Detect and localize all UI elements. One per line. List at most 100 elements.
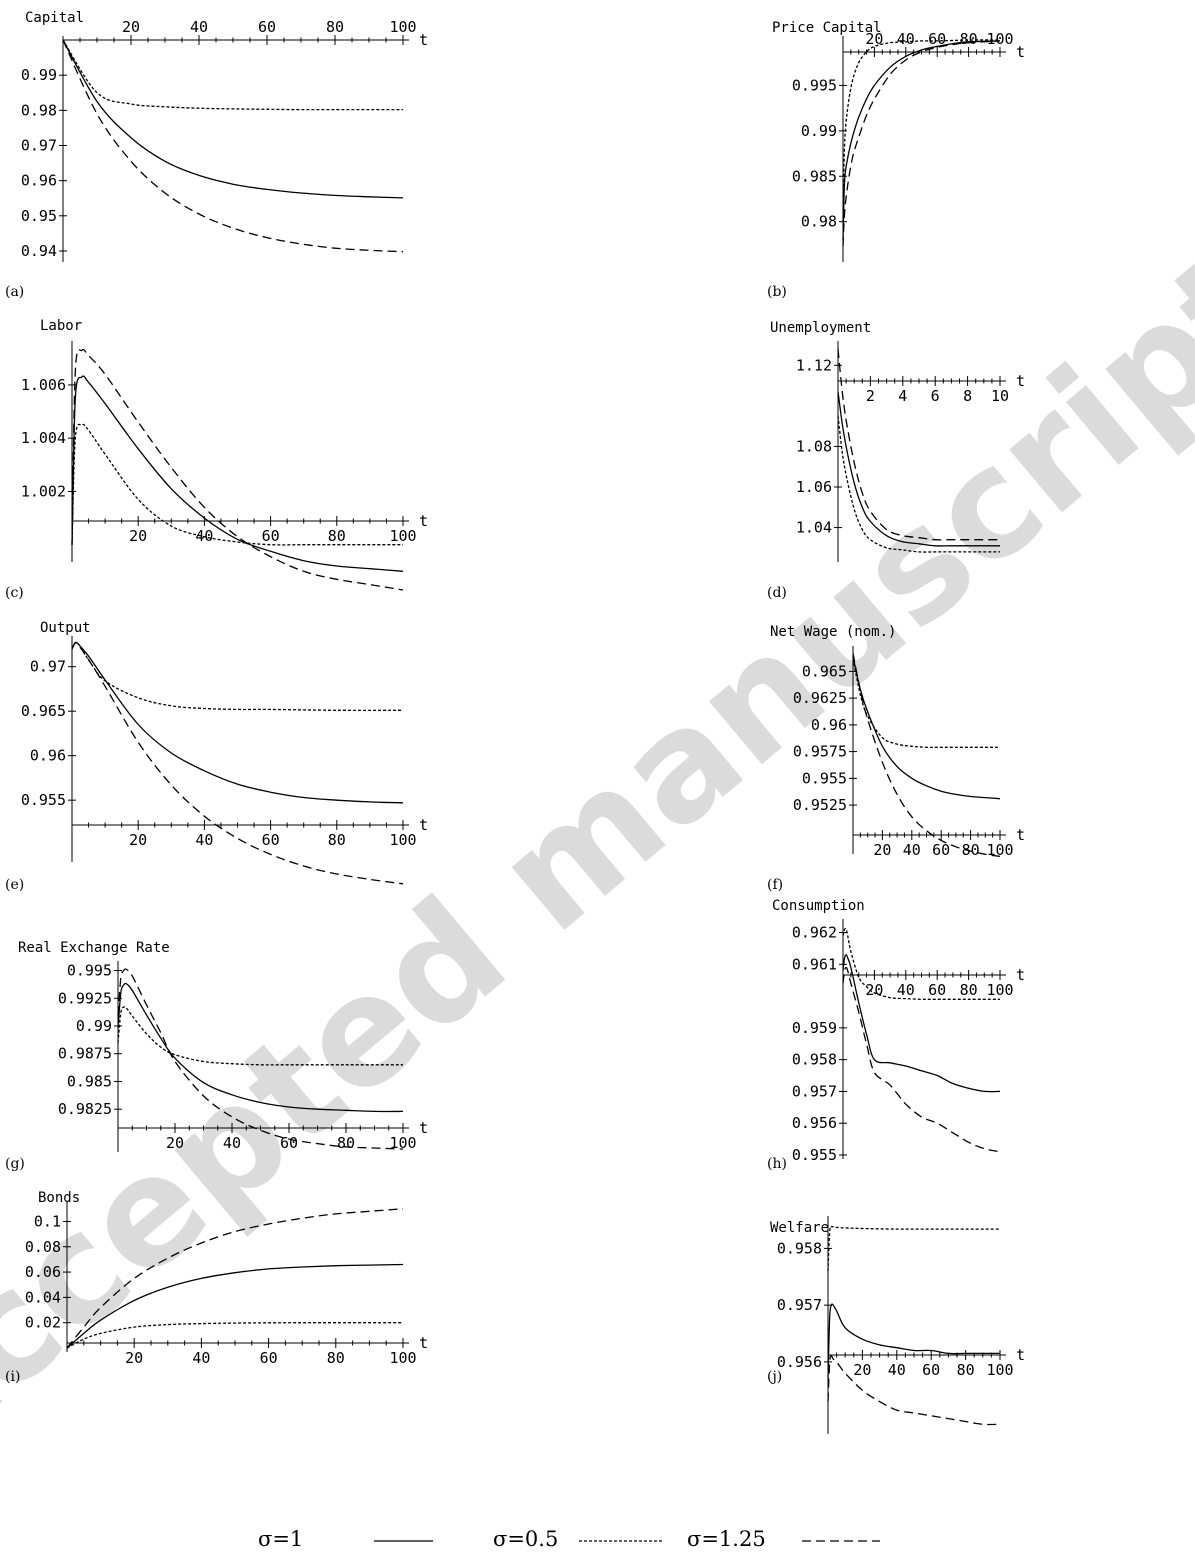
panel-f-letter: (f) [767,877,783,893]
panel-j-series-solid [827,1303,1000,1379]
panel-d: Unemployment (d) 2 4 6 8 10 t 1.12 1.08 1.06 1.04 [767,320,1025,601]
panel-e-y-tick-label: 0.955 [21,791,66,809]
panel-g-y-tick-label: 0.9875 [58,1045,112,1063]
panel-d-x-tick-label: 6 [931,387,940,405]
panel-d-series-dashed [837,349,1000,541]
panel-a-series-solid [62,39,404,199]
panel-g-title: Real Exchange Rate [18,940,170,956]
panel-h-y-tick-label: 0.961 [792,955,837,973]
panel-e-series-solid [71,641,404,804]
panel-b-x-tick-label: 40 [897,30,915,48]
panel-a-x-tick-label: 100 [389,18,416,36]
panel-c-letter: (c) [5,585,24,601]
panel-b-x-tick-label: 100 [986,30,1013,48]
panel-b-y-tick-label: 0.985 [792,167,837,185]
panel-d-y-tick-label: 1.04 [796,519,832,537]
panel-f-x-tick-label: 100 [986,841,1013,859]
panel-d-series-dotted [837,415,1000,553]
panel-h-title: Consumption [772,898,865,914]
panel-b-y-tick-label: 0.99 [801,122,837,140]
panel-f-x-tick-label: 20 [873,841,891,859]
panel-b-series-dotted [842,39,1001,222]
legend-label-dotted: σ=0.5 [493,1527,558,1551]
panel-i-title: Bonds [38,1190,80,1206]
panel-c-y-tick-label: 1.002 [21,482,66,500]
panel-d-x-tick-label: 10 [991,387,1009,405]
panel-j-x-tick-label: 20 [853,1361,871,1379]
panel-i-x-tick-label: 60 [260,1349,278,1367]
panel-g-letter: (g) [5,1156,25,1172]
panel-e-y-tick-label: 0.97 [30,658,66,676]
panel-i-x-tick-label: 20 [125,1349,143,1367]
panel-g-series-dotted [117,1006,403,1066]
panel-g-y-tick-label: 0.99 [76,1017,112,1035]
panel-g-y-tick-label: 0.995 [67,962,112,980]
legend-label-dashed: σ=1.25 [687,1527,766,1551]
panel-i-y-tick-label: 0.08 [25,1238,61,1256]
panel-j-series-dotted [827,1225,1000,1272]
panel-g-x-tick-label: 80 [337,1134,355,1152]
panel-f-y-tick-label: 0.9575 [793,743,847,761]
panel-g-y-tick-label: 0.985 [67,1072,112,1090]
panel-b-y-tick-label: 0.995 [792,76,837,94]
panel-g-series-solid [117,982,404,1113]
panel-a-x-tick-label: 40 [190,18,208,36]
panel-b-title: Price Capital [772,20,882,36]
panel-e-letter: (e) [5,877,24,893]
panel-a-x-tick-label: 20 [122,18,140,36]
panel-a-y-tick-label: 0.97 [21,136,57,154]
panel-f-y-tick-label: 0.965 [802,662,847,680]
panel-g-x-tick-label: 100 [389,1134,416,1152]
panel-a-x-tick-label: 60 [258,18,276,36]
panel-c-series-dashed [71,348,404,591]
panel-h-x-tick-label: 40 [897,981,915,999]
panel-d-x-tick-label: 2 [866,387,875,405]
panel-i-x-axis-label: t [419,1334,428,1352]
panel-e-y-tick-label: 0.965 [21,702,66,720]
panel-j-y-tick-label: 0.956 [777,1353,822,1371]
panel-b-x-tick-label: 20 [865,30,883,48]
panel-j-x-tick-label: 100 [986,1361,1013,1379]
panel-d-x-tick-label: 4 [898,387,907,405]
panel-j-letter: (j) [767,1369,782,1385]
panel-h-x-tick-label: 20 [865,981,883,999]
panel-c-series-solid [71,375,404,572]
panel-g-y-tick-label: 0.9925 [58,989,112,1007]
panel-f-y-tick-label: 0.9525 [793,796,847,814]
panel-a-x-tick-label: 80 [326,18,344,36]
watermark-text: Accepted manuscript [0,219,1195,1503]
panel-f-series-dashed [852,653,1001,858]
panel-e-x-tick-label: 100 [389,831,416,849]
panel-g-series-dashed [117,968,404,1150]
panel-d-y-tick-label: 1.12 [796,356,832,374]
panel-h-x-tick-label: 60 [928,981,946,999]
panel-i-series-dashed [66,1208,404,1349]
panel-h-y-tick-label: 0.957 [792,1082,837,1100]
panel-j-x-axis-label: t [1016,1346,1025,1364]
panel-i-x-tick-label: 100 [389,1349,416,1367]
panel-h-x-tick-label: 80 [960,981,978,999]
panel-a-x-axis-label: t [419,31,428,49]
panel-c-x-tick-label: 20 [129,527,147,545]
panel-b-y-tick-label: 0.98 [801,213,837,231]
panel-h-x-tick-label: 100 [986,981,1013,999]
panel-f-series-dotted [852,658,1000,749]
panel-h-series-dashed [842,966,1001,1153]
panel-i-letter: (i) [5,1369,20,1385]
panel-f-title: Net Wage (nom.) [770,624,896,640]
panel-e-series-dotted [71,641,404,711]
panel-a-series-dotted [62,39,403,111]
panel-f-y-tick-label: 0.96 [811,716,847,734]
panel-a-title: Capital [25,10,84,26]
panel-c-series-dotted [71,423,403,546]
panel-j-y-tick-label: 0.958 [777,1239,822,1257]
panel-i-x-tick-label: 40 [192,1349,210,1367]
panel-e-series-dashed [71,641,404,885]
